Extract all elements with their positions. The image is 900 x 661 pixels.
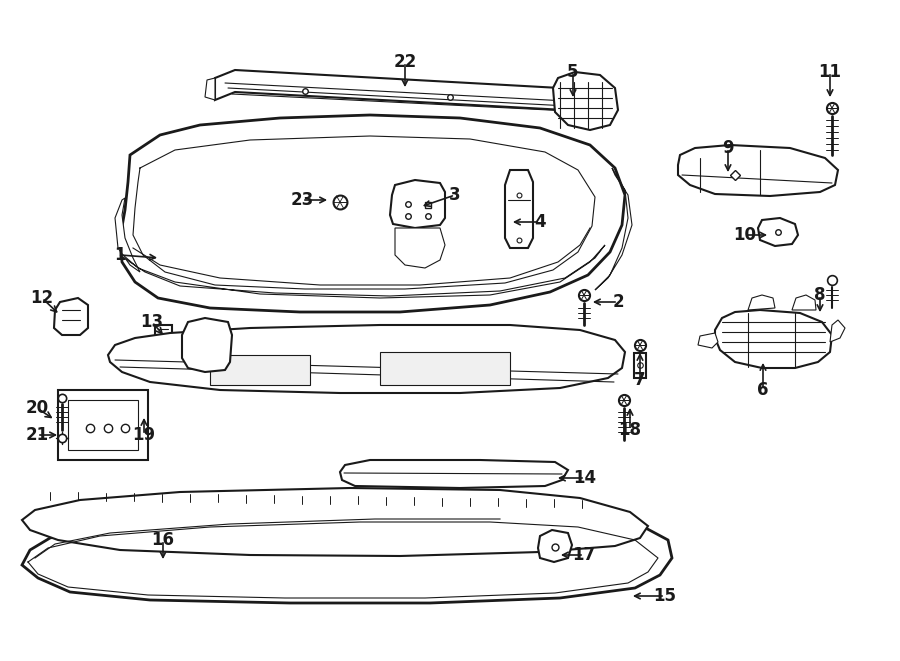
Text: 11: 11 [818,63,842,81]
Polygon shape [215,70,580,110]
Polygon shape [390,180,445,228]
Text: 15: 15 [653,587,677,605]
Text: 22: 22 [393,53,417,71]
Polygon shape [505,170,533,248]
Polygon shape [22,488,648,556]
Text: 10: 10 [734,226,757,244]
Polygon shape [120,245,605,298]
Text: 12: 12 [31,289,54,307]
Polygon shape [380,352,510,385]
Polygon shape [758,218,798,246]
Polygon shape [538,530,572,562]
Text: 9: 9 [722,139,734,157]
Polygon shape [182,318,232,372]
Polygon shape [565,100,582,113]
Text: 5: 5 [567,63,579,81]
Text: 8: 8 [814,286,826,304]
Polygon shape [634,353,646,378]
Text: 2: 2 [612,293,624,311]
Polygon shape [830,320,845,342]
Polygon shape [22,510,672,603]
Polygon shape [68,400,138,450]
Text: 14: 14 [573,469,597,487]
Polygon shape [115,198,140,272]
Polygon shape [553,72,618,130]
Text: 4: 4 [535,213,545,231]
Text: 20: 20 [25,399,49,417]
Polygon shape [678,145,838,196]
Polygon shape [54,298,88,335]
Text: 21: 21 [25,426,49,444]
Polygon shape [108,325,625,393]
Polygon shape [210,355,310,385]
Text: 1: 1 [114,246,126,264]
Polygon shape [340,460,568,488]
Text: 23: 23 [291,191,313,209]
Text: 19: 19 [132,426,156,444]
Polygon shape [58,390,148,460]
Polygon shape [792,295,816,310]
Polygon shape [395,228,445,268]
Polygon shape [698,333,718,348]
Polygon shape [205,78,215,100]
Polygon shape [155,325,172,345]
Text: 18: 18 [618,421,642,439]
Text: 3: 3 [449,186,461,204]
Polygon shape [748,295,775,310]
Text: 6: 6 [757,381,769,399]
Polygon shape [120,115,625,312]
Polygon shape [715,310,832,368]
Text: 17: 17 [572,546,596,564]
Polygon shape [595,168,632,290]
Text: 13: 13 [140,313,164,331]
Text: 16: 16 [151,531,175,549]
Text: 7: 7 [634,371,646,389]
